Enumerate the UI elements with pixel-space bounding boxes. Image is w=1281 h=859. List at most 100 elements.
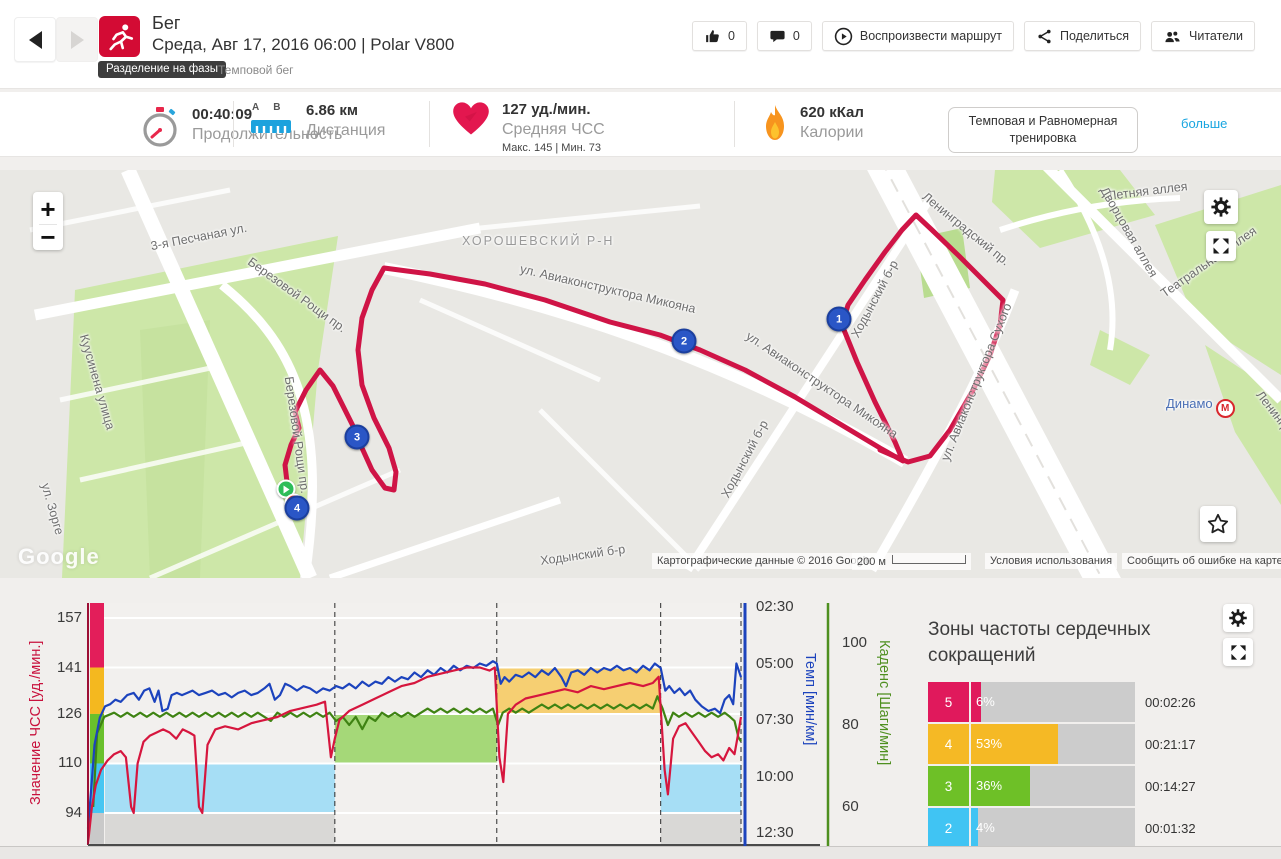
duration-label: Продолжительность <box>192 125 343 143</box>
training-curves-chart[interactable] <box>0 595 1281 858</box>
session-nav <box>14 17 98 62</box>
hr-minmax: Макс. 145 | Мин. 73 <box>502 141 602 154</box>
phases-tab[interactable]: Разделение на фазы <box>98 61 226 78</box>
back-arrow-icon <box>28 30 42 49</box>
hr-zones-title: Зоны частоты сердечных сокращений <box>928 619 1151 666</box>
comment-icon <box>770 30 785 42</box>
gear-icon <box>1229 609 1247 627</box>
map-labels: 3-я Песчаная ул. ХОРОШЕВСКИЙ Р-Н Березовой… <box>0 170 1281 578</box>
next-session-button[interactable] <box>56 17 98 62</box>
zone-time: 00:01:32 <box>1145 820 1196 836</box>
training-benefit-button[interactable]: Темповая и Равномерная тренировка <box>948 107 1138 153</box>
duration-stat: 00:40:09 Продолжительность <box>140 106 342 148</box>
map-markers: 1 2 3 4 <box>0 170 1281 578</box>
hr-zone-strip <box>90 667 104 714</box>
map-zoom-control[interactable]: + − <box>33 192 63 250</box>
scroll-edge <box>0 846 1281 859</box>
divider <box>233 101 234 147</box>
zone-bar-track: 6% <box>971 682 1135 723</box>
share-button[interactable]: Поделиться <box>1023 21 1142 51</box>
comment-button[interactable]: 0 <box>756 21 812 51</box>
zoom-in-button[interactable]: + <box>40 193 56 224</box>
zone-bar-fill <box>971 724 1058 765</box>
hr-tick-label: 141 <box>56 658 82 676</box>
header-actions: 0 0 Воспроизвести маршрут Поделиться Чит… <box>691 21 1255 51</box>
ab-route-letters: AB <box>252 102 295 113</box>
pace-tick-label: 07:30 <box>756 711 794 728</box>
route-km-marker-2[interactable]: 2 <box>671 328 697 354</box>
route-km-marker-3[interactable]: 3 <box>344 424 370 450</box>
calories-stat: 620 кКал Калории <box>762 104 864 142</box>
hr-zones-panel: Зоны частоты сердечных сокращений 5 6% 00:… <box>928 617 1281 850</box>
heart_rate-series-line <box>86 666 743 845</box>
gear-icon <box>1211 197 1231 217</box>
hr-zone-row-2[interactable]: 2 4% 00:01:32 <box>928 808 1281 849</box>
phase-target-band <box>660 763 741 813</box>
heart-rate-stat: 127 уд./мин. Средняя ЧСС Макс. 145 | Мин… <box>452 101 605 154</box>
training-target-label: Темповой бег <box>218 63 294 77</box>
distance-value: 6.86 км <box>306 102 358 119</box>
like-count: 0 <box>727 29 735 43</box>
metro-icon: М <box>1215 399 1235 418</box>
divider <box>39 223 57 225</box>
map-street-label: ХОРОШЕВСКИЙ Р-Н <box>462 234 615 248</box>
map-fullscreen-button[interactable] <box>1206 231 1236 261</box>
pace-tick-label: 05:00 <box>756 654 794 672</box>
hr-zone-row-4[interactable]: 4 53% 00:21:17 <box>928 724 1281 765</box>
more-link[interactable]: больше <box>1181 116 1228 131</box>
followers-label: Читатели <box>1189 29 1243 43</box>
activity-title: Бег <box>152 13 181 33</box>
favorite-star-button[interactable] <box>1200 506 1236 542</box>
map-terms-link[interactable]: Условия использования <box>985 553 1118 569</box>
zone-bar-track: 53% <box>971 724 1135 765</box>
route-km-marker-1[interactable]: 1 <box>826 306 852 332</box>
stopwatch-icon <box>143 107 177 147</box>
cadence-tick-label: 100 <box>842 634 868 651</box>
pace-tick-label: 02:30 <box>756 598 794 615</box>
pace-tick-label: 10:00 <box>756 767 794 785</box>
chart-settings-button[interactable] <box>1223 604 1253 632</box>
distance-stat: AB 6.86 км Дистанция <box>250 102 385 140</box>
phase-target-band <box>660 812 741 844</box>
zone-number: 3 <box>928 766 969 807</box>
share-icon <box>1038 29 1051 43</box>
map-settings-button[interactable] <box>1204 190 1238 224</box>
scale-bar <box>891 555 966 564</box>
hr-tick-label: 157 <box>56 609 82 626</box>
hr-value: 127 уд./мин. <box>502 101 591 118</box>
activity-subtitle: Среда, Авг 17, 2016 06:00 | Polar V800 <box>152 35 455 54</box>
zone-bar-fill <box>971 808 978 849</box>
calories-label: Калории <box>800 123 864 141</box>
cadence-tick-label: 60 <box>842 798 859 815</box>
zoom-out-button[interactable]: − <box>40 221 56 252</box>
heart-icon <box>453 102 489 135</box>
zone-bar-track: 36% <box>971 766 1135 807</box>
cadence-tick-label: 80 <box>842 716 859 733</box>
prev-session-button[interactable] <box>14 17 56 62</box>
zone-time: 00:02:26 <box>1145 694 1196 710</box>
zone-percent: 53% <box>976 736 1003 752</box>
route-km-marker-4[interactable]: 4 <box>284 495 310 521</box>
zone-percent: 4% <box>976 820 995 836</box>
summary-bar: 00:40:09 Продолжительность AB 6.86 км Ди… <box>0 92 1281 157</box>
hr-zone-strip <box>90 812 104 844</box>
followers-button[interactable]: Читатели <box>1151 21 1255 51</box>
hr-tick-label: 94 <box>65 803 82 821</box>
zone-time: 00:21:17 <box>1145 736 1196 752</box>
pace-tick-label: 12:30 <box>756 824 794 841</box>
divider <box>734 101 735 147</box>
hr-label: Средняя ЧСС <box>502 120 605 138</box>
hr-zone-row-3[interactable]: 3 36% 00:14:27 <box>928 766 1281 807</box>
zone-number: 4 <box>928 724 969 765</box>
like-button[interactable]: 0 <box>691 21 747 51</box>
route-map[interactable]: 3-я Песчаная ул. ХОРОШЕВСКИЙ Р-Н Березовой… <box>0 170 1281 578</box>
sport-running-icon <box>99 16 140 57</box>
duration-value: 00:40:09 <box>192 106 253 123</box>
hr-zone-row-5[interactable]: 5 6% 00:02:26 <box>928 682 1281 723</box>
chart-fullscreen-button[interactable] <box>1223 638 1253 666</box>
play-route-button[interactable]: Воспроизвести маршрут <box>821 21 1014 51</box>
cadence-series-line <box>92 695 742 808</box>
zone-number: 2 <box>928 808 969 849</box>
map-report-link[interactable]: Сообщить об ошибке на карте <box>1122 553 1281 569</box>
hr-tick-label: 110 <box>58 754 82 772</box>
